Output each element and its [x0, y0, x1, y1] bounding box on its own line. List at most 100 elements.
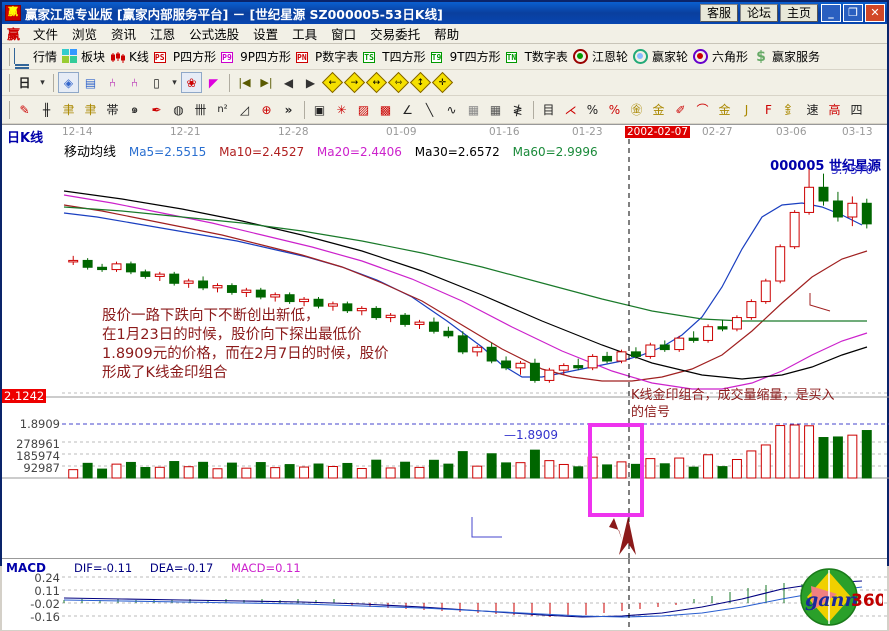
menu-item-trade[interactable]: 交易委托	[370, 27, 421, 42]
menu-item-gann[interactable]: 江恩	[150, 27, 176, 42]
ladder-tool-button[interactable]: 卌	[194, 103, 207, 117]
homepage-button[interactable]: 主页	[779, 4, 818, 22]
forum-button[interactable]: 论坛	[739, 4, 778, 22]
shift-left-button[interactable]: ←	[321, 71, 344, 94]
gann-symbol-button[interactable]: ❀	[181, 72, 202, 93]
menu-item-tools[interactable]: 工具	[292, 27, 318, 42]
page-left-button[interactable]: ◀	[283, 75, 294, 90]
toolbar-quotes[interactable]: 行情	[14, 47, 57, 69]
toolbar-t-number-table[interactable]: TN T数字表	[505, 48, 568, 65]
page-right-button[interactable]: ▶	[305, 75, 316, 90]
speed-line-button[interactable]: 速	[806, 103, 819, 117]
fan-lines-button[interactable]: ✳	[336, 102, 347, 117]
menu-item-file[interactable]: 文件	[33, 27, 59, 42]
menu-item-window[interactable]: 窗口	[331, 27, 357, 42]
toolbar-gann-wheel[interactable]: 江恩轮	[572, 48, 628, 65]
minimize-button[interactable]: _	[821, 4, 841, 22]
grid-tool-button[interactable]: ▦	[467, 102, 480, 117]
gold-grid-1-button[interactable]: 聿	[62, 103, 75, 117]
bar-dropdown-button[interactable]: ▾	[172, 77, 177, 88]
color-fan-button[interactable]: ◤	[208, 75, 219, 90]
zoom-horizontal-button[interactable]: ↔	[365, 71, 388, 94]
period-day-button[interactable]: 日	[18, 76, 31, 90]
percent-line-button[interactable]: %	[608, 102, 621, 117]
expand-all-button[interactable]: ✛	[431, 71, 454, 94]
period-dropdown-button[interactable]: ▾	[40, 77, 45, 88]
pen-tool-button[interactable]: ✎	[19, 102, 30, 117]
gold-fan-button[interactable]: 釒	[784, 103, 797, 117]
gold-line-button[interactable]: 金	[652, 103, 665, 117]
ruler-tool-button[interactable]: 目	[542, 103, 555, 117]
more-tools-button[interactable]: »	[284, 102, 293, 117]
overlay-chart-button[interactable]: ◈	[58, 72, 79, 93]
f-line-button[interactable]: F	[765, 102, 772, 117]
j-line-button[interactable]: J	[744, 102, 749, 117]
gold-grid-2-button[interactable]: 聿	[84, 103, 97, 117]
maximize-button[interactable]: ❐	[843, 4, 863, 22]
low-price-label: 1.8909	[19, 417, 60, 431]
date-label: 12-14	[62, 126, 93, 138]
indicator-3-button[interactable]: ⑃	[108, 75, 117, 90]
menu-item-browse[interactable]: 浏览	[72, 27, 98, 42]
last-page-button[interactable]: ▶|	[260, 76, 273, 89]
pen-red-button[interactable]: ✐	[675, 102, 686, 117]
toolbar-kline[interactable]: K线	[110, 48, 149, 65]
box-fan-button[interactable]: ▨	[357, 102, 370, 117]
high-line-button[interactable]: 高	[828, 103, 841, 117]
menu-item-help[interactable]: 帮助	[434, 27, 460, 42]
customer-service-button[interactable]: 客服	[699, 4, 738, 22]
f-scale-button[interactable]: 帯	[106, 103, 119, 117]
angle-tool-button[interactable]: ◿	[239, 102, 250, 117]
ts-badge-icon: TS	[363, 49, 379, 65]
crosshair-tool-button[interactable]: ⊕	[261, 102, 272, 117]
two-lines-button[interactable]: ∠	[402, 102, 413, 117]
date-axis: 12-14 12-21 12-28 01-09 01-16 01-23 2002…	[2, 125, 887, 139]
gold-ratio-button[interactable]: 金	[718, 103, 731, 117]
report-button[interactable]: ▤	[84, 75, 97, 90]
shift-left-glyph: ←	[328, 77, 337, 88]
menu-item-formula-screen[interactable]: 公式选股	[189, 27, 240, 42]
arc-tool-button[interactable]: ⌒	[696, 103, 709, 117]
percent-fan-button[interactable]: ⋌	[564, 102, 577, 117]
expand-horizontal-button[interactable]: ⇿	[387, 71, 410, 94]
toolbar-p-number-table-label: P数字表	[315, 50, 359, 64]
zigzag-tool-button[interactable]: ∿	[446, 102, 457, 117]
gann360-logo: gann 360	[800, 568, 883, 626]
toolbar-p-square[interactable]: PS P四方形	[153, 48, 216, 65]
toolbar-t-square[interactable]: TS T四方形	[363, 48, 426, 65]
toolbar-p-number-table[interactable]: PN P数字表	[296, 48, 358, 65]
toolbar-9t-square[interactable]: T9 9T四方形	[430, 48, 501, 65]
gann-fan-tool-button[interactable]: ╫	[42, 102, 51, 117]
vertical-bar-button[interactable]: ▯	[153, 75, 160, 90]
toolbar-winner-service[interactable]: $ 赢家服务	[753, 48, 820, 65]
toolbar-9p-square[interactable]: P9 9P四方形	[221, 48, 291, 65]
menu-item-settings[interactable]: 设置	[253, 27, 279, 42]
box-lines-button[interactable]: ▩	[379, 102, 392, 117]
n-square-button[interactable]: n²	[217, 104, 228, 115]
circle-grid-button[interactable]: ◍	[173, 102, 184, 117]
toolbar-winner-wheel[interactable]: 赢家轮	[632, 48, 688, 65]
circle-icon	[632, 48, 649, 65]
spiral-tool-button[interactable]: ๑	[130, 102, 139, 116]
brush-tool-button[interactable]: ✒	[151, 102, 162, 117]
trend-tool-button[interactable]: ≹	[512, 102, 523, 117]
grid-tool-2-button[interactable]: ▦	[489, 102, 502, 117]
toolbar-t-square-label: T四方形	[382, 50, 426, 64]
shift-right-button[interactable]: →	[343, 71, 366, 94]
close-button[interactable]: ✕	[865, 4, 885, 22]
menu-item-news[interactable]: 资讯	[111, 27, 137, 42]
four-line-button[interactable]: 四	[850, 103, 863, 117]
tn-badge-icon: TN	[505, 49, 522, 65]
zoom-vertical-button[interactable]: ↕	[409, 71, 432, 94]
percent-button[interactable]: %	[586, 102, 599, 117]
rect-tool-button[interactable]: ▣	[313, 102, 326, 117]
line-tool-button[interactable]: ╲	[425, 102, 434, 117]
chart-area[interactable]: 12-14 12-21 12-28 01-09 01-16 01-23 2002…	[2, 124, 889, 559]
candles-icon	[110, 49, 126, 65]
indicator-9-button[interactable]: ⑃	[130, 75, 139, 90]
first-page-button[interactable]: |◀	[238, 76, 251, 89]
gold-circle-button[interactable]: ㊎	[630, 103, 643, 117]
macd-panel[interactable]: MACD DIF=-0.11 DEA=-0.17 MACD=0.11 0.24 …	[2, 558, 889, 631]
toolbar-sector[interactable]: 板块	[62, 48, 105, 65]
toolbar-hexagon[interactable]: 六角形	[692, 48, 748, 65]
